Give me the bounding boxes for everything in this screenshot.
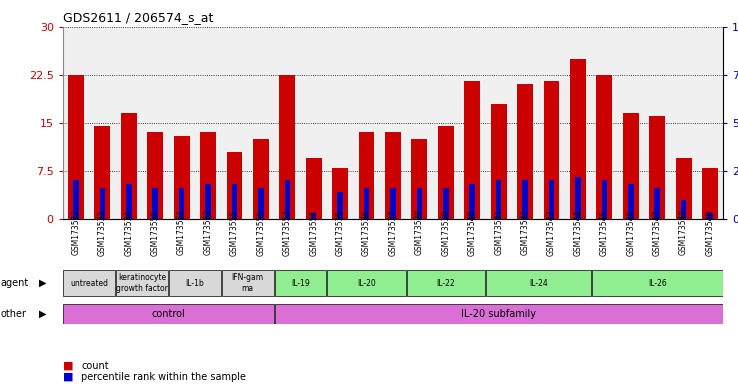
Bar — [628, 184, 633, 219]
Bar — [153, 188, 158, 219]
FancyBboxPatch shape — [275, 304, 723, 324]
Bar — [173, 136, 190, 219]
Text: IFN-gam
ma: IFN-gam ma — [232, 273, 263, 293]
FancyBboxPatch shape — [486, 270, 590, 296]
Text: count: count — [81, 361, 108, 371]
Text: IL-19: IL-19 — [291, 279, 310, 288]
Bar — [148, 132, 163, 219]
FancyBboxPatch shape — [592, 270, 723, 296]
FancyBboxPatch shape — [275, 270, 326, 296]
Text: IL-22: IL-22 — [436, 279, 455, 288]
Bar — [523, 180, 528, 219]
Bar — [417, 188, 422, 219]
Text: IL-1b: IL-1b — [185, 279, 204, 288]
Bar — [258, 188, 263, 219]
Bar — [390, 188, 396, 219]
Bar — [205, 184, 211, 219]
FancyBboxPatch shape — [407, 270, 485, 296]
Text: other: other — [1, 309, 27, 319]
Bar — [681, 200, 686, 219]
Bar — [332, 168, 348, 219]
Bar — [253, 139, 269, 219]
Bar — [306, 158, 322, 219]
Bar — [655, 188, 660, 219]
Bar — [517, 84, 533, 219]
Text: control: control — [151, 309, 185, 319]
Bar — [100, 188, 105, 219]
Bar — [623, 113, 638, 219]
Bar — [469, 184, 475, 219]
Bar — [544, 81, 559, 219]
Bar — [649, 116, 665, 219]
Text: ■: ■ — [63, 361, 73, 371]
Bar — [359, 132, 374, 219]
Bar — [121, 113, 137, 219]
Bar — [702, 168, 718, 219]
Text: agent: agent — [1, 278, 29, 288]
FancyBboxPatch shape — [169, 270, 221, 296]
Text: IL-24: IL-24 — [529, 279, 548, 288]
Text: IL-20: IL-20 — [357, 279, 376, 288]
Bar — [126, 184, 131, 219]
Bar — [596, 75, 613, 219]
Bar — [676, 158, 692, 219]
Text: percentile rank within the sample: percentile rank within the sample — [81, 372, 246, 382]
Bar — [94, 126, 110, 219]
FancyBboxPatch shape — [63, 304, 274, 324]
Bar — [200, 132, 216, 219]
Bar — [280, 75, 295, 219]
Bar — [227, 152, 242, 219]
Text: GDS2611 / 206574_s_at: GDS2611 / 206574_s_at — [63, 11, 213, 24]
Bar — [385, 132, 401, 219]
Bar — [438, 126, 454, 219]
Bar — [575, 177, 581, 219]
Bar — [707, 213, 713, 219]
Bar — [311, 213, 317, 219]
Bar — [73, 180, 79, 219]
Text: IL-20 subfamily: IL-20 subfamily — [461, 309, 537, 319]
Bar — [68, 75, 84, 219]
Bar — [179, 188, 184, 219]
Text: IL-26: IL-26 — [648, 279, 666, 288]
Bar — [570, 59, 586, 219]
Text: untreated: untreated — [70, 279, 108, 288]
FancyBboxPatch shape — [63, 270, 115, 296]
Bar — [491, 104, 506, 219]
Bar — [443, 188, 449, 219]
Bar — [232, 184, 237, 219]
Bar — [285, 180, 290, 219]
Bar — [601, 180, 607, 219]
FancyBboxPatch shape — [116, 270, 168, 296]
FancyBboxPatch shape — [328, 270, 406, 296]
Bar — [496, 180, 501, 219]
Text: keratinocyte
growth factor: keratinocyte growth factor — [116, 273, 168, 293]
Text: ▶: ▶ — [39, 278, 46, 288]
Bar — [337, 192, 343, 219]
Text: ▶: ▶ — [39, 309, 46, 319]
Bar — [364, 188, 369, 219]
Bar — [464, 81, 480, 219]
FancyBboxPatch shape — [222, 270, 274, 296]
Text: ■: ■ — [63, 372, 73, 382]
Bar — [412, 139, 427, 219]
Bar — [549, 180, 554, 219]
